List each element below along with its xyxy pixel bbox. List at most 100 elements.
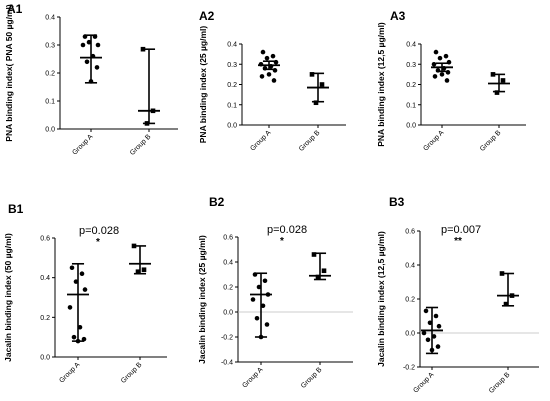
data-point — [144, 121, 150, 126]
y-tick-label: 0.6 — [223, 235, 233, 242]
category-label: Group B — [120, 361, 144, 385]
data-point — [429, 347, 435, 353]
data-point — [135, 269, 141, 275]
category-label: Group A — [71, 133, 94, 156]
data-point — [435, 344, 441, 349]
data-point — [439, 72, 445, 77]
data-point — [258, 61, 264, 67]
data-point — [444, 78, 450, 83]
y-tick-label: 0.4 — [406, 42, 416, 49]
category-label: Group B — [479, 129, 503, 153]
y-axis-label: PNA binding index (25 µg/ml) — [198, 26, 208, 144]
data-point — [264, 55, 270, 61]
data-point — [435, 68, 441, 73]
y-axis-label: Jacalin binding index (25 µg/ml) — [197, 235, 207, 364]
category-label: Group A — [412, 371, 435, 394]
data-point — [431, 334, 437, 339]
y-axis-label: Jacalin binding index (50 µg/ml) — [3, 233, 13, 362]
data-point — [273, 59, 279, 65]
data-point — [92, 34, 98, 39]
y-axis-label: PNA binding index( PNA 50 µg/ml) — [4, 4, 14, 142]
y-tick-label: 0.1 — [45, 99, 55, 106]
category-label: Group A — [249, 129, 272, 152]
data-point — [445, 70, 451, 75]
data-point — [86, 39, 92, 45]
data-point — [313, 100, 319, 106]
data-point — [262, 278, 268, 284]
panel-b2: B2 -0.4 -0.2 0.0 0.2 0.4 0.6 Jacalin binding in… — [197, 195, 353, 390]
data-point — [436, 323, 442, 329]
category-label: Group A — [241, 366, 264, 389]
data-point — [490, 72, 496, 77]
data-point — [431, 61, 437, 67]
data-point — [509, 293, 515, 298]
category-label: Group A — [422, 129, 445, 152]
y-tick-label: 0.2 — [40, 315, 50, 322]
data-point — [421, 330, 427, 336]
data-point — [500, 78, 506, 83]
y-tick-label: 0.2 — [406, 82, 416, 89]
y-tick-label: 0.3 — [227, 62, 237, 69]
data-point — [82, 34, 88, 39]
significance-stars: * — [96, 237, 100, 248]
panel-label: A3 — [390, 9, 406, 23]
significance-stars: ** — [454, 236, 462, 247]
data-point — [69, 265, 75, 271]
data-point — [265, 292, 271, 297]
data-point — [150, 108, 156, 114]
y-tick-label: 0.2 — [223, 285, 233, 292]
y-tick-label: 0.3 — [45, 43, 55, 50]
p-value-annotation: p=0.007 — [441, 224, 481, 236]
y-tick-label: 0.6 — [40, 236, 50, 243]
category-label: Group A — [58, 361, 81, 384]
data-point — [271, 78, 277, 83]
data-point — [75, 338, 81, 344]
data-point — [80, 42, 86, 48]
data-point — [250, 297, 256, 302]
category-label: Group B — [298, 129, 322, 153]
y-tick-label: 0.0 — [227, 123, 237, 130]
y-tick-label: -0.2 — [403, 365, 415, 372]
data-point — [425, 337, 431, 343]
data-point — [82, 287, 88, 292]
data-point — [77, 324, 83, 330]
data-point — [264, 322, 270, 327]
y-tick-label: 0.0 — [406, 123, 416, 130]
panel-label: B2 — [209, 195, 225, 209]
significance-stars: * — [280, 236, 284, 247]
data-point — [315, 274, 321, 280]
data-point — [311, 252, 317, 257]
data-point — [437, 55, 443, 61]
data-point — [79, 271, 85, 277]
data-point — [260, 303, 266, 309]
category-label: Group B — [129, 133, 153, 157]
data-point — [427, 320, 433, 326]
data-point — [321, 268, 327, 274]
data-point — [94, 65, 100, 70]
panel-label: B1 — [8, 202, 24, 216]
category-label: Group B — [300, 366, 324, 390]
data-point — [259, 74, 265, 79]
y-tick-label: 0.4 — [227, 42, 237, 49]
y-tick-label: 0.4 — [223, 260, 233, 267]
panel-b1: B1 0.0 0.2 0.4 0.6 Jacalin binding index (50 … — [3, 202, 167, 385]
data-point — [254, 315, 260, 321]
data-point — [309, 72, 315, 77]
y-axis-label: Jacalin binding index (12,5 µg/ml) — [376, 231, 386, 367]
y-tick-label: 0.0 — [405, 331, 415, 338]
data-point — [433, 49, 439, 55]
data-point — [131, 243, 137, 249]
data-point — [141, 267, 147, 273]
category-label: Group B — [488, 371, 512, 395]
data-point — [266, 72, 272, 77]
data-point — [441, 66, 447, 71]
data-point — [81, 336, 87, 342]
y-tick-label: 0.2 — [45, 71, 55, 78]
y-tick-label: 0.3 — [406, 62, 416, 69]
data-point — [443, 53, 449, 59]
data-point — [73, 279, 79, 284]
y-tick-label: 0.6 — [405, 229, 415, 236]
data-point — [270, 53, 276, 59]
y-tick-label: 0.1 — [227, 102, 237, 109]
